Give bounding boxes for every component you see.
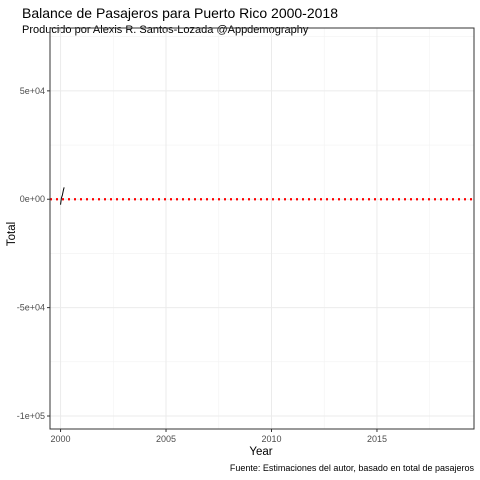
y-tick-label: -5e+04 xyxy=(17,303,45,313)
series-line xyxy=(60,187,65,205)
plot-panel-border xyxy=(49,27,475,430)
x-axis-ticks: 2000 2005 2010 2015 xyxy=(51,429,387,444)
x-tick-label: 2015 xyxy=(367,434,387,444)
chart-title: Balance de Pasajeros para Puerto Rico 20… xyxy=(22,5,338,21)
y-tick-label: -1e+05 xyxy=(17,411,45,421)
x-tick-label: 2000 xyxy=(51,434,71,444)
x-axis-label: Year xyxy=(249,446,273,458)
minor-gridlines xyxy=(50,28,474,429)
x-tick-label: 2010 xyxy=(261,434,281,444)
y-tick-label: 0e+00 xyxy=(20,194,45,204)
y-tick-label: 5e+04 xyxy=(20,86,45,96)
series-layer xyxy=(60,187,65,205)
x-tick-label: 2005 xyxy=(156,434,176,444)
y-axis-ticks: -1e+05 -5e+04 0e+00 5e+04 xyxy=(17,86,50,421)
chart-caption: Fuente: Estimaciones del autor, basado e… xyxy=(229,463,474,473)
major-gridlines xyxy=(50,28,474,429)
chart-subtitle: Producido por Alexis R. Santos-Lozada @A… xyxy=(22,24,309,36)
